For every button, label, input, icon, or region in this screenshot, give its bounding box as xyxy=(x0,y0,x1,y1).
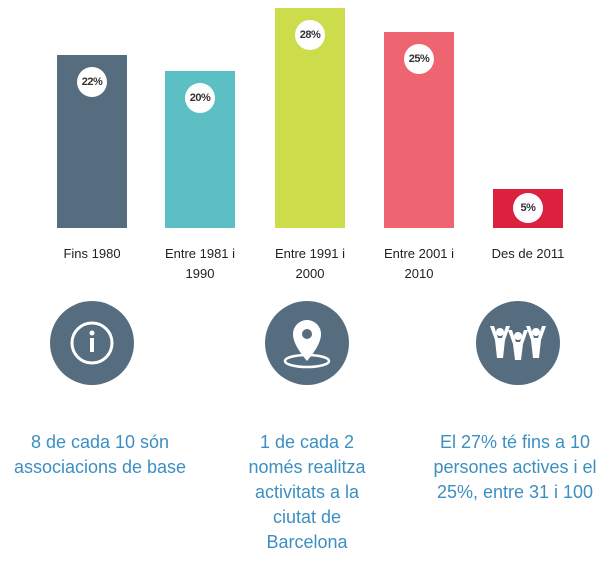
fact-text: 8 de cada 10 són associacions de base xyxy=(13,432,187,477)
info-icon xyxy=(50,301,134,385)
value-label: 22% xyxy=(77,67,107,98)
x-tick-label: Entre 1991 i 2000 xyxy=(274,246,346,281)
value-label: 28% xyxy=(295,19,325,50)
value-label: 20% xyxy=(185,82,215,113)
people-icon xyxy=(476,301,560,385)
x-tick-label: Des de 2011 xyxy=(491,246,565,261)
x-tick-label: Fins 1980 xyxy=(63,246,121,261)
location-icon xyxy=(265,301,349,385)
value-label: 5% xyxy=(513,193,543,224)
x-tick-label: Entre 2001 i 2010 xyxy=(383,246,455,281)
fact-text: El 27% té fins a 10 persones actives i e… xyxy=(433,432,597,502)
icons xyxy=(50,301,560,385)
x-tick-label: Entre 1981 i 1990 xyxy=(164,246,236,281)
fact-text: 1 de cada 2 només realitza activitats a … xyxy=(248,432,366,552)
value-label: 25% xyxy=(404,43,434,74)
